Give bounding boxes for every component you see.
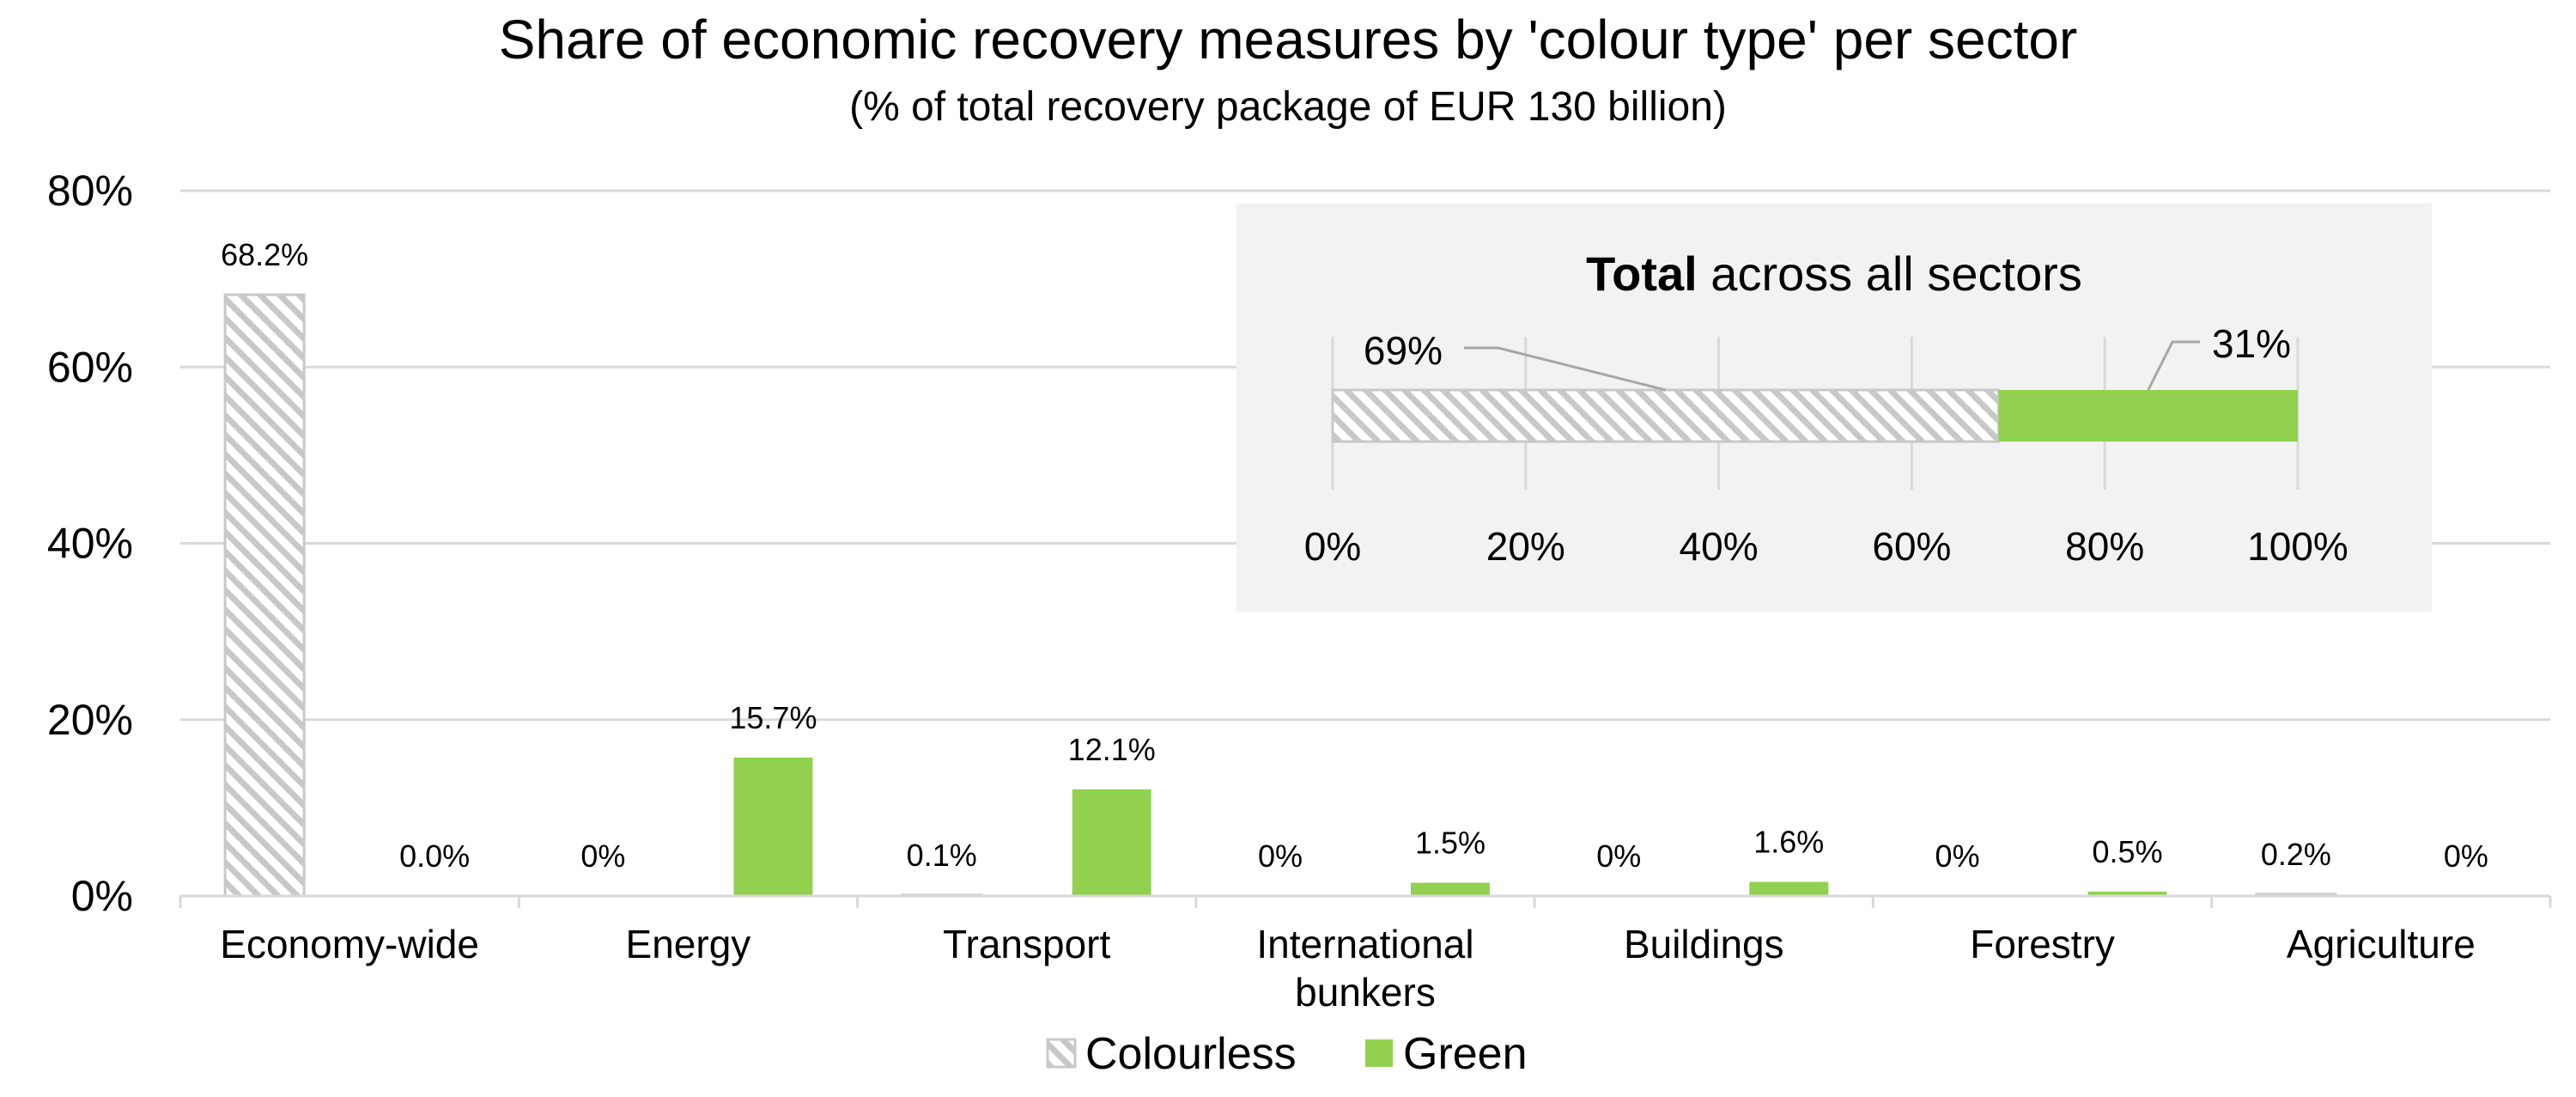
data-label: 0.1%	[907, 838, 977, 873]
data-label: 0%	[1258, 838, 1303, 874]
x-tick-label: Economy-wide	[220, 922, 479, 966]
legend-label-colourless: Colourless	[1085, 1029, 1297, 1079]
y-tick-label: 20%	[47, 696, 133, 744]
data-label: 0.5%	[2093, 834, 2163, 869]
x-tick-label: Energy	[626, 922, 751, 966]
y-tick-label: 40%	[47, 520, 133, 568]
data-label: 1.6%	[1753, 825, 1824, 860]
legend-swatch-colourless	[1046, 1038, 1077, 1069]
data-label: 0%	[2444, 838, 2488, 874]
data-label: 0%	[1935, 838, 1980, 874]
x-tick-label: Buildings	[1624, 922, 1784, 966]
inset-segment-label: 31%	[2212, 321, 2291, 366]
inset-bar-colourless	[1331, 388, 2001, 443]
data-label: 0.0%	[399, 838, 470, 874]
bar-green	[1749, 881, 1829, 896]
inset-x-tick-label: 20%	[1486, 524, 1565, 569]
inset-x-tick-label: 80%	[2065, 524, 2144, 569]
inset-x-tick-label: 100%	[2247, 524, 2348, 569]
bar-green	[1072, 789, 1151, 896]
bar-green	[2087, 891, 2167, 896]
inset-x-tick-label: 40%	[1680, 524, 1759, 569]
legend-swatch-green	[1365, 1039, 1393, 1067]
chart-subtitle: (% of total recovery package of EUR 130 …	[849, 84, 1727, 130]
inset-segment-label: 69%	[1364, 328, 1443, 373]
data-label: 68.2%	[221, 237, 308, 272]
bar-green	[1411, 882, 1490, 896]
inset-leader-line	[2147, 340, 2200, 391]
inset-title-rest: across all sectors	[1698, 247, 2082, 301]
y-tick-label: 80%	[47, 167, 133, 215]
data-label: 12.1%	[1068, 732, 1156, 767]
x-tick-label: Agriculture	[2287, 922, 2476, 966]
inset-title: Total across all sectors	[1586, 247, 2082, 301]
chart-title: Share of economic recovery measures by '…	[499, 9, 2078, 70]
inset-title-bold: Total	[1586, 247, 1698, 301]
data-label: 1.5%	[1415, 826, 1485, 861]
y-tick-label: 0%	[71, 872, 133, 920]
x-tick-label: Forestry	[1970, 922, 2115, 966]
inset-x-tick-label: 0%	[1304, 524, 1361, 569]
x-tick-label: International	[1256, 922, 1473, 966]
bar-colourless	[223, 293, 306, 898]
inset-leader-line	[1464, 346, 1667, 392]
inset-x-tick-label: 60%	[1872, 524, 1951, 569]
inset-bar-green	[1998, 390, 2298, 442]
x-tick-label: bunkers	[1295, 970, 1436, 1015]
data-label: 0%	[1596, 838, 1641, 874]
data-label: 0%	[580, 838, 625, 874]
legend-label-green: Green	[1403, 1029, 1528, 1079]
x-tick-label: Transport	[943, 922, 1110, 966]
y-tick-label: 60%	[47, 343, 133, 391]
bar-green	[733, 757, 813, 896]
data-label: 0.2%	[2261, 837, 2331, 872]
data-label: 15.7%	[729, 700, 817, 735]
